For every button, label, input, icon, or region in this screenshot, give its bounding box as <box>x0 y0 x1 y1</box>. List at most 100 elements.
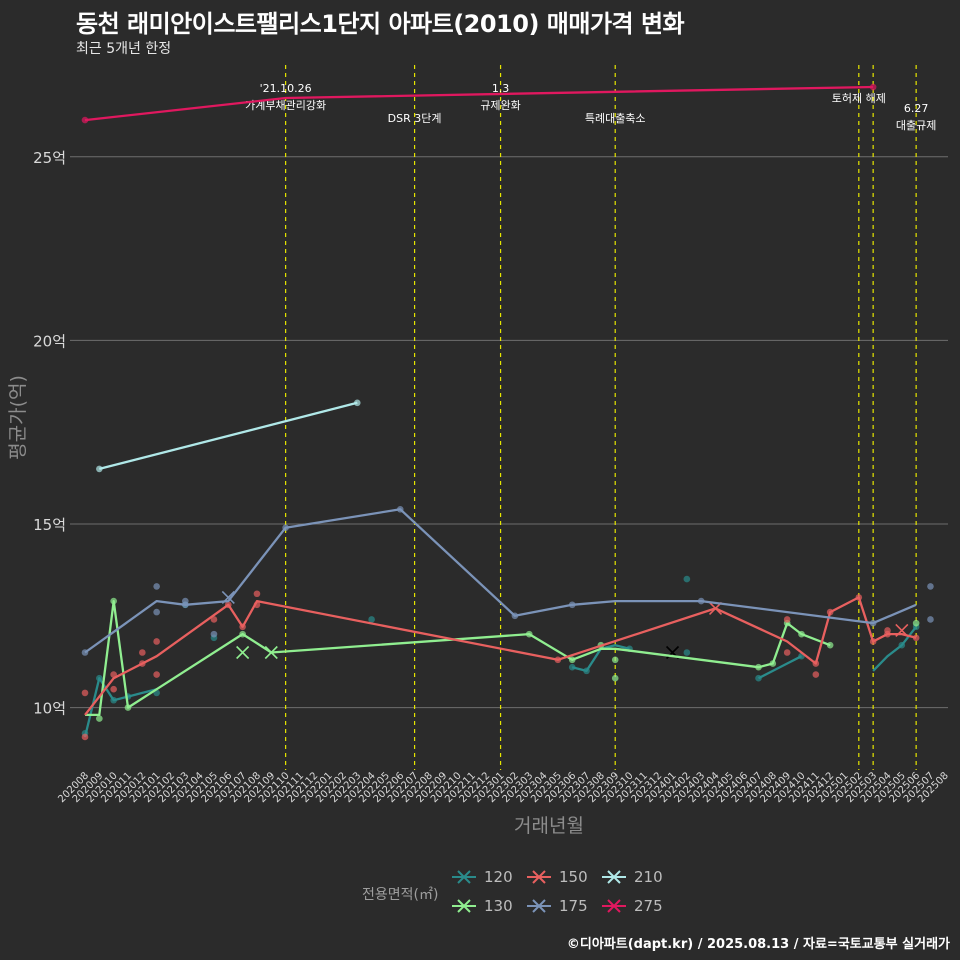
data-point-150 <box>812 660 820 667</box>
data-point-130 <box>239 630 246 638</box>
series-line-130 <box>85 599 831 717</box>
data-point-150 <box>812 671 820 678</box>
data-point-130 <box>826 641 834 649</box>
data-point-130 <box>525 630 533 638</box>
data-point-175 <box>153 583 160 590</box>
legend-key-icon <box>452 899 476 913</box>
data-point-175 <box>396 505 404 513</box>
event-label: 대출규제 <box>896 119 936 132</box>
data-point-120 <box>368 616 375 623</box>
data-point-120 <box>568 663 576 671</box>
event-label: 규제완화 <box>480 99 520 112</box>
data-point-150 <box>884 627 891 634</box>
data-point-175 <box>182 597 189 605</box>
event-label: 특례대출축소 <box>585 112 646 125</box>
y-tick-label: 25억 <box>33 149 66 167</box>
data-point-150 <box>239 623 246 631</box>
data-point-130 <box>611 674 619 682</box>
series-line-150 <box>84 596 917 716</box>
legend-item-275: 275 <box>602 895 663 917</box>
series-line-175 <box>84 508 917 654</box>
data-point-130 <box>755 663 762 671</box>
data-point-175 <box>210 630 218 638</box>
data-point-150 <box>81 689 89 697</box>
event-label: 가계부채관리강화 <box>245 99 326 112</box>
data-point-150 <box>253 601 261 609</box>
data-point-175 <box>927 583 934 590</box>
data-point-150 <box>153 638 160 645</box>
data-point-175 <box>511 612 519 620</box>
chart-title: 동천 래미안이스트팰리스1단지 아파트(2010) 매매가격 변화 <box>76 10 685 38</box>
event-label: 1.3 <box>492 82 510 95</box>
legend-key-icon <box>602 870 626 884</box>
legend-items: 120 130 150 175 210 275 <box>452 866 772 926</box>
data-point-130 <box>798 630 805 638</box>
data-point-130 <box>568 656 576 664</box>
data-point-130 <box>96 715 103 722</box>
data-point-275 <box>869 83 877 91</box>
legend-title: 전용면적(㎡) <box>362 887 439 903</box>
legend-key-icon <box>602 899 626 913</box>
data-point-150 <box>253 590 261 598</box>
data-point-210 <box>96 465 103 473</box>
event-label: '21.10.26 <box>260 82 312 95</box>
data-point-175 <box>153 608 160 616</box>
data-point-150 <box>826 608 834 616</box>
legend-item-130: 130 <box>452 895 513 917</box>
data-point-175 <box>81 649 89 656</box>
data-point-130 <box>769 660 777 667</box>
data-point-150 <box>855 594 863 601</box>
data-point-120 <box>683 649 691 656</box>
data-point-150 <box>110 671 117 678</box>
data-point-150 <box>912 634 920 642</box>
data-point-150 <box>139 649 146 656</box>
y-axis-label: 평균가(억) <box>7 375 29 460</box>
data-point-150 <box>869 638 877 645</box>
data-point-175 <box>282 524 289 531</box>
legend-item-175: 175 <box>527 895 588 917</box>
data-point-150 <box>81 733 89 741</box>
data-point-150 <box>783 649 791 656</box>
data-point-120 <box>898 641 906 649</box>
y-tick-label: 10억 <box>33 700 66 718</box>
series-line-210 <box>99 401 358 471</box>
data-point-120 <box>583 667 590 675</box>
data-point-210 <box>353 399 361 407</box>
data-point-130 <box>124 704 132 711</box>
series-line-120 <box>757 655 803 680</box>
data-point-120 <box>96 674 103 682</box>
data-point-120 <box>755 674 762 682</box>
legend-label: 275 <box>634 897 663 915</box>
data-point-120 <box>110 696 117 704</box>
series-line-120 <box>83 677 157 738</box>
source-caption: ©디아파트(dapt.kr) / 2025.08.13 / 자료=국토교통부 실… <box>566 937 950 952</box>
data-point-150 <box>554 656 562 664</box>
data-point-150 <box>110 685 117 693</box>
legend-item-120: 120 <box>452 866 513 888</box>
legend-label: 130 <box>484 897 513 915</box>
y-tick-label: 15억 <box>33 516 66 534</box>
y-tick-label: 20억 <box>33 332 66 350</box>
data-point-150 <box>153 671 160 678</box>
data-point-130 <box>611 656 619 664</box>
event-label: DSR 3단계 <box>388 112 442 125</box>
legend-item-210: 210 <box>602 866 663 888</box>
legend-item-150: 150 <box>527 866 588 888</box>
cancel-mark-130 <box>264 645 278 660</box>
legend-label: 210 <box>634 868 663 886</box>
event-label: 6.27 <box>904 102 929 115</box>
legend-label: 120 <box>484 868 513 886</box>
data-point-130 <box>912 619 920 627</box>
legend-key-icon <box>452 870 476 884</box>
series-line-275 <box>84 85 874 122</box>
data-point-120 <box>683 575 691 583</box>
cancel-mark-150 <box>895 623 909 638</box>
legend-key-icon <box>527 870 551 884</box>
legend-label: 175 <box>559 897 588 915</box>
chart-subtitle: 최근 5개년 한정 <box>76 41 172 57</box>
data-point-175 <box>697 597 705 605</box>
legend-key-icon <box>527 899 551 913</box>
legend-label: 150 <box>559 868 588 886</box>
data-point-275 <box>81 116 89 124</box>
